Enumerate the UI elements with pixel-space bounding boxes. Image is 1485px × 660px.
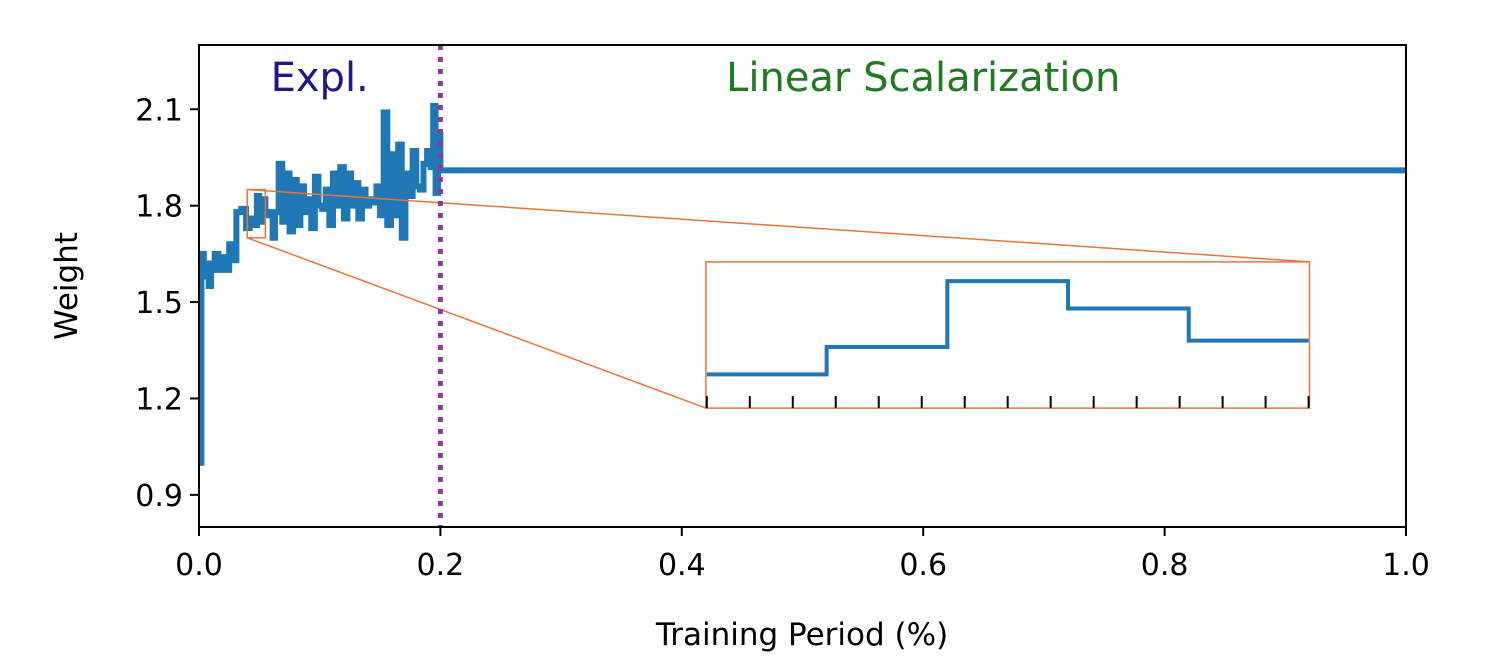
- x-tick-label: 1.0: [1382, 548, 1430, 583]
- y-axis-title: Weight: [49, 232, 85, 340]
- x-tick-label: 0.0: [175, 548, 223, 583]
- zoom-inset-box: [705, 261, 1311, 409]
- y-tick-label: 1.2: [135, 382, 183, 417]
- zoom-inset-layer: [246, 188, 1311, 409]
- y-axis-ticks: 0.9 1.2 1.5 1.8 2.1: [135, 93, 199, 514]
- zoom-inset-series-line: [706, 279, 1309, 377]
- x-tick-label: 0.8: [1141, 548, 1189, 583]
- series-layer: [198, 103, 1406, 466]
- y-tick-label: 1.8: [135, 190, 183, 225]
- y-tick-label: 2.1: [135, 93, 183, 128]
- plot-frame: [198, 44, 1407, 528]
- linear-scalarization-label: Linear Scalarization: [726, 55, 1120, 101]
- zoom-connector-bottom: [247, 237, 707, 409]
- x-tick-label: 0.2: [417, 548, 465, 583]
- x-tick-label: 0.4: [658, 548, 706, 583]
- x-axis-ticks: 0.0 0.2 0.4 0.6 0.8 1.0: [175, 527, 1430, 583]
- zoom-connector-top: [247, 188, 1310, 263]
- x-axis-title: Training Period (%): [655, 617, 948, 653]
- y-tick-label: 1.5: [135, 286, 183, 321]
- weight-series-line: [198, 103, 1406, 466]
- y-tick-label: 0.9: [135, 479, 183, 514]
- zoom-source-box: [246, 188, 267, 239]
- x-tick-label: 0.6: [899, 548, 947, 583]
- exploration-label: Expl.: [271, 55, 369, 101]
